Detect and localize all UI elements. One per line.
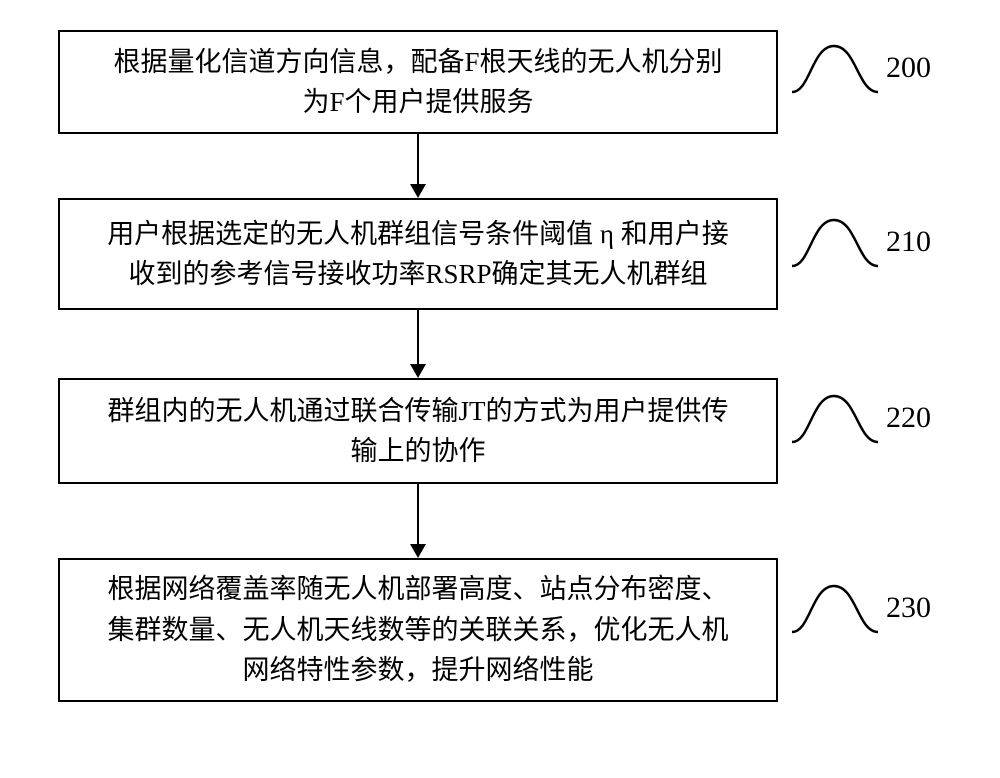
- step-text-230: 根据网络覆盖率随无人机部署高度、站点分布密度、 集群数量、无人机天线数等的关联关…: [108, 569, 729, 691]
- step-text-210: 用户根据选定的无人机群组信号条件阈值 η 和用户接 收到的参考信号接收功率RSR…: [107, 214, 729, 295]
- ref-number-210: 210: [886, 225, 931, 259]
- ref-label-230: 230: [790, 580, 931, 636]
- arrow-head-3: [410, 544, 426, 558]
- ref-curve-icon: [790, 390, 880, 446]
- ref-number-230: 230: [886, 591, 931, 625]
- step-box-200: 根据量化信道方向信息，配备F根天线的无人机分别 为F个用户提供服务: [58, 30, 778, 134]
- arrow-line-3: [417, 484, 419, 546]
- step-box-230: 根据网络覆盖率随无人机部署高度、站点分布密度、 集群数量、无人机天线数等的关联关…: [58, 558, 778, 702]
- ref-curve-icon: [790, 40, 880, 96]
- arrow-line-2: [417, 310, 419, 366]
- ref-number-220: 220: [886, 401, 931, 435]
- arrow-head-2: [410, 364, 426, 378]
- ref-label-210: 210: [790, 214, 931, 270]
- ref-number-200: 200: [886, 51, 931, 85]
- step-box-220: 群组内的无人机通过联合传输JT的方式为用户提供传 输上的协作: [58, 378, 778, 484]
- arrow-line-1: [417, 134, 419, 186]
- ref-label-220: 220: [790, 390, 931, 446]
- ref-curve-icon: [790, 580, 880, 636]
- ref-curve-icon: [790, 214, 880, 270]
- arrow-head-1: [410, 184, 426, 198]
- flowchart-container: 根据量化信道方向信息，配备F根天线的无人机分别 为F个用户提供服务 200 用户…: [0, 0, 1000, 778]
- step-box-210: 用户根据选定的无人机群组信号条件阈值 η 和用户接 收到的参考信号接收功率RSR…: [58, 198, 778, 310]
- step-text-200: 根据量化信道方向信息，配备F根天线的无人机分别 为F个用户提供服务: [113, 42, 722, 123]
- ref-label-200: 200: [790, 40, 931, 96]
- step-text-220: 群组内的无人机通过联合传输JT的方式为用户提供传 输上的协作: [108, 391, 729, 472]
